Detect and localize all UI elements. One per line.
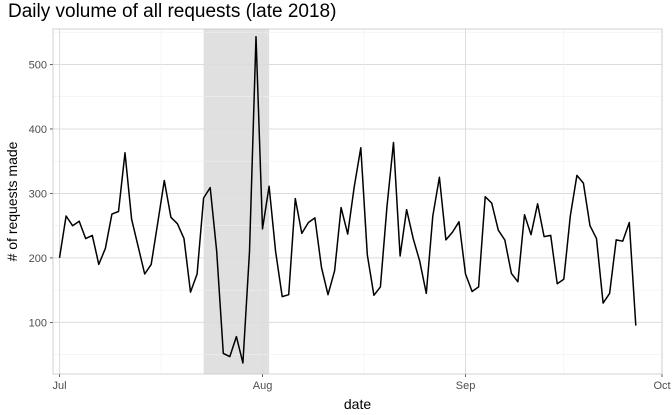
x-axis-title: date bbox=[344, 396, 371, 412]
chart-title: Daily volume of all requests (late 2018) bbox=[8, 1, 337, 22]
y-tick-label: 400 bbox=[29, 124, 47, 136]
y-tick-label: 300 bbox=[29, 188, 47, 200]
plot-panel bbox=[53, 29, 662, 374]
x-tick-label: Aug bbox=[253, 380, 273, 392]
x-tick-label: Oct bbox=[653, 380, 670, 392]
plot-border bbox=[52, 28, 663, 375]
y-tick-label: 100 bbox=[29, 317, 47, 329]
x-tick-label: Sep bbox=[456, 380, 476, 392]
x-tick-label: Jul bbox=[53, 380, 67, 392]
y-axis-title: # of requests made bbox=[4, 141, 20, 261]
requests-line bbox=[58, 35, 637, 364]
y-tick-label: 500 bbox=[29, 59, 47, 71]
y-tick-label: 200 bbox=[29, 253, 47, 265]
